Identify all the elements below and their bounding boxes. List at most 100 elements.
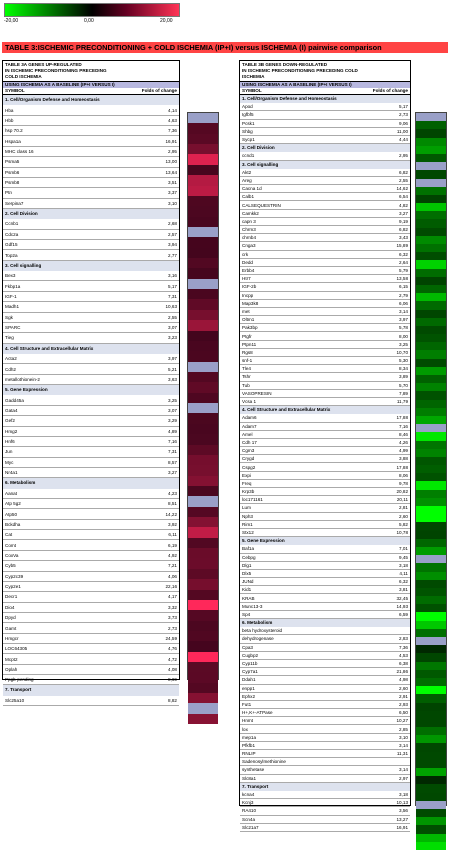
fold-change: 7,31 <box>168 449 177 455</box>
table-row: KRAB 32,45 <box>240 594 410 603</box>
table-row: Munc13-3 14,93 <box>240 603 410 611</box>
table-row: synthetase 3,14 <box>240 766 410 775</box>
gene-symbol: Cat <box>5 532 13 538</box>
heatmap-cell <box>188 610 218 621</box>
section-title: 3. Cell signalling <box>240 160 410 169</box>
table-row: Rim1 5,82 <box>240 521 410 529</box>
table-row: Calb1 6,54 <box>240 193 410 202</box>
gene-symbol: Dio4 <box>5 604 15 610</box>
table-row: Kid1 3,81 <box>240 586 410 595</box>
gene-symbol: Sadenosylmethionine <box>242 759 286 765</box>
gene-symbol: Map3k8 <box>242 300 259 306</box>
heatmap-cell <box>416 792 446 801</box>
table-row: Ephx2 2,91 <box>240 693 410 701</box>
gene-symbol: Ppgb-pending <box>5 677 34 683</box>
fold-change: 6,59 <box>399 611 408 617</box>
fold-change: 13,58 <box>396 276 409 282</box>
gene-symbol: Apod <box>242 104 253 110</box>
fold-change: 3,63 <box>168 376 177 382</box>
table-row: Psmb8 3,51 <box>3 178 179 189</box>
heatmap-cell <box>416 407 446 416</box>
fold-change: 4,26 <box>399 439 408 445</box>
table-header: TABLE 3A GENES UP-REGULATED IN ISCHEMIC P… <box>3 61 179 82</box>
table-row: Ptpn11 3,25 <box>240 341 410 349</box>
table-row: Slc21a7 16,91 <box>240 824 410 832</box>
page-title: TABLE 3:ISCHEMIC PRECONDITIONING + COLD … <box>2 42 448 53</box>
table-row: dehydrogenase 2,83 <box>240 635 410 644</box>
fold-change: 5,17 <box>168 283 177 289</box>
fold-change: 14,93 <box>396 603 409 609</box>
gene-symbol: Slc25a10 <box>5 698 25 704</box>
heatmap-cell <box>188 216 218 227</box>
heatmap-cell <box>416 284 446 294</box>
gene-symbol: IGF-2b <box>242 284 257 290</box>
col-fold-header: Folds of change <box>141 88 177 93</box>
gene-symbol: Calb1 <box>242 194 255 200</box>
table-row: Myc 8,57 <box>3 458 179 468</box>
heatmap-cell <box>188 672 218 683</box>
table-row: Dlg1 3,18 <box>240 562 410 570</box>
gene-symbol: Ddah1 <box>242 677 256 683</box>
table-row: Hbb 4,63 <box>3 116 179 127</box>
gene-symbol: Chrm3 <box>242 227 256 233</box>
table-header-line: IN ISCHEMIC PRECONDITIONING PRECEDING <box>5 68 107 73</box>
fold-change: 3,23 <box>168 335 177 341</box>
gene-symbol: Psmb6 <box>5 169 20 175</box>
table-row: beta hydroxysteroid <box>240 627 410 636</box>
fold-change: 9,45 <box>399 554 408 560</box>
table-row: chrnb4 3,43 <box>240 234 410 243</box>
gene-symbol: Nr4a1 <box>5 470 18 476</box>
heatmap-cell <box>416 677 446 687</box>
gene-symbol: metallothionein-2 <box>5 376 40 382</box>
table-row: Dio4 3,32 <box>3 603 179 613</box>
fold-change: 11,00 <box>396 128 408 134</box>
table-row: Mcpt2 4,72 <box>3 654 179 665</box>
gene-symbol: Bex3 <box>5 273 16 279</box>
gene-symbol: Cacna 1d <box>242 186 262 192</box>
table-row: Ptgfr 8,00 <box>240 332 410 341</box>
table-row: Cpa3 7,36 <box>240 644 410 652</box>
fold-change: 6,38 <box>399 661 408 667</box>
gene-symbol: dehydrogenase <box>242 636 274 642</box>
heatmap-cell <box>188 320 218 331</box>
heatmap-cell <box>416 129 446 138</box>
heatmap-cell <box>416 694 446 703</box>
table-row: Hnmt 10,27 <box>240 717 410 726</box>
table-row: Freq 9,78 <box>240 480 410 488</box>
heatmap-cell <box>416 514 446 523</box>
fold-change: 2,73 <box>399 112 408 118</box>
heatmap-cell <box>188 164 218 176</box>
heatmap-cell <box>188 237 218 248</box>
fold-change: 3,10 <box>399 734 408 740</box>
table-row: Expi 8,06 <box>240 472 410 480</box>
table-row: Oltm1 3,97 <box>240 316 410 325</box>
gene-symbol: Ptpn11 <box>242 341 257 347</box>
table-row: Acta2 3,97 <box>3 354 179 365</box>
fold-change: 7,31 <box>168 294 177 299</box>
heatmap-cell <box>416 661 446 670</box>
table-row: Jun 7,31 <box>3 447 179 458</box>
heatmap-cell <box>416 653 446 662</box>
table-row: Madh1 10,63 <box>3 302 179 313</box>
gene-symbol: Amel <box>242 431 253 437</box>
table-row: lox 2,85 <box>240 725 410 734</box>
heatmap-cell <box>416 235 446 244</box>
heatmap-cell <box>188 371 218 383</box>
fold-change: 3,27 <box>168 470 177 476</box>
heatmap-cell <box>416 506 446 515</box>
heatmap-cell <box>416 768 446 777</box>
table-row: Sgk 2,55 <box>3 313 179 323</box>
gene-symbol: KRAB <box>242 595 255 601</box>
gene-symbol: Cdh2 <box>5 366 16 372</box>
heatmap-down-regulated <box>415 112 447 850</box>
gene-symbol: Stx12 <box>242 530 254 536</box>
gene-symbol: loc171161 <box>242 497 263 503</box>
fold-change: 14,22 <box>165 511 178 517</box>
fold-change: 9,78 <box>399 480 408 486</box>
gene-symbol: Gef2 <box>5 418 15 424</box>
table-row: Psmb6 13,64 <box>3 168 179 178</box>
fold-change: 6,82 <box>399 227 408 233</box>
gene-symbol: Hmg2 <box>5 428 18 434</box>
heatmap-cell <box>188 662 218 673</box>
heatmap-cell <box>188 713 218 725</box>
